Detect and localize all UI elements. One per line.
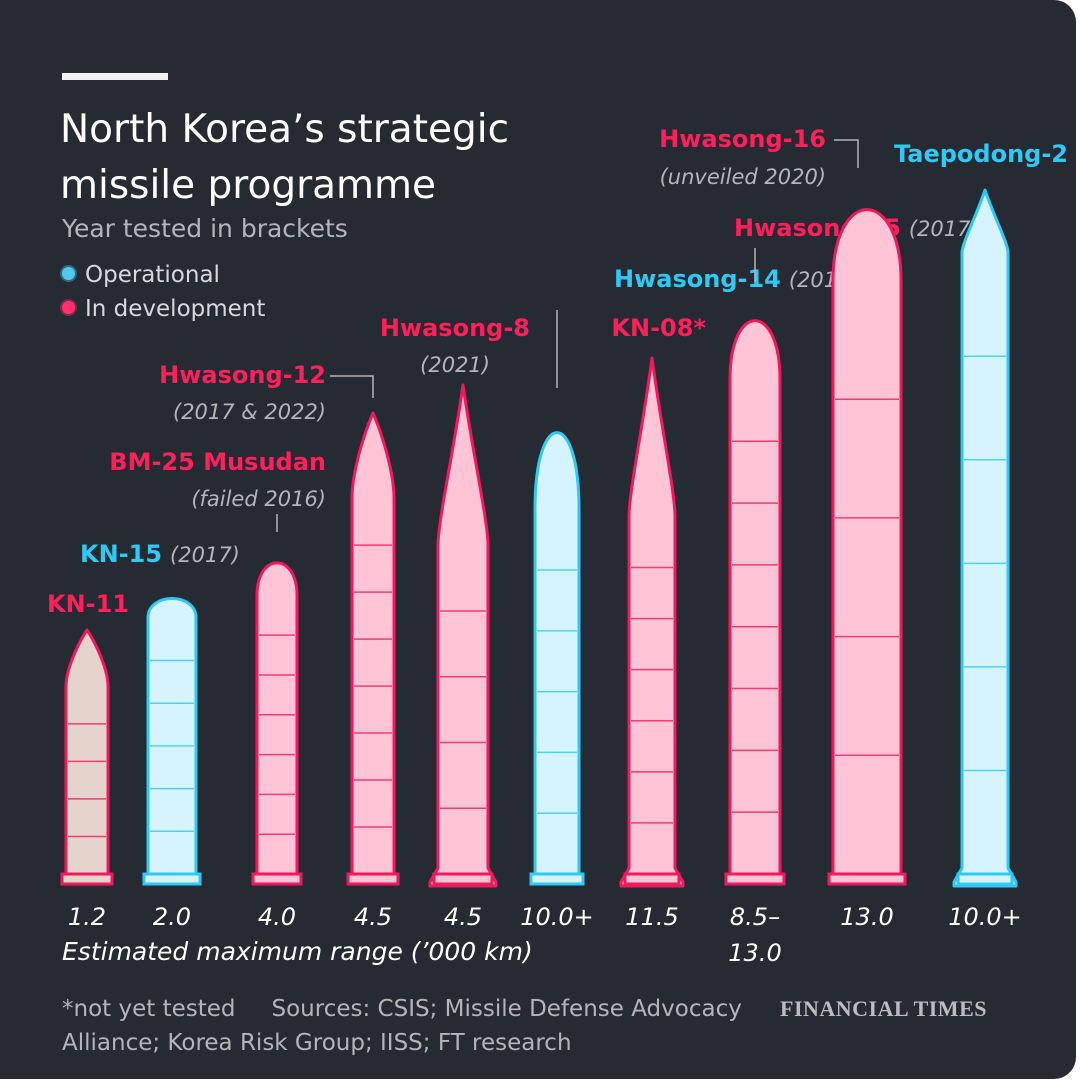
footnote: *not yet tested Sources: CSIS; Missile De… bbox=[62, 992, 782, 1060]
range-label-5: 10.0+ bbox=[520, 903, 594, 931]
range-label-9: 10.0+ bbox=[948, 903, 1022, 931]
missile-name-3: Hwasong-12 bbox=[159, 361, 326, 389]
missile-1-body bbox=[146, 596, 198, 878]
missile-2-base bbox=[251, 872, 303, 886]
missile-name-0: KN-11 bbox=[47, 590, 129, 618]
range-label-3: 4.5 bbox=[354, 903, 392, 931]
missile-0-base bbox=[60, 872, 114, 886]
missile-2-body bbox=[255, 561, 299, 878]
missile-4-body bbox=[428, 383, 498, 888]
footnote-note: *not yet tested bbox=[62, 996, 236, 1022]
missile-6-base bbox=[623, 872, 681, 886]
missile-3-body bbox=[350, 411, 396, 878]
range-label-4: 4.5 bbox=[444, 903, 482, 931]
legend-item-operational: Operational bbox=[62, 262, 220, 288]
missile-6-body bbox=[619, 356, 685, 888]
missile-7-base bbox=[724, 872, 786, 886]
chart-title: North Korea’s strategic missile programm… bbox=[60, 107, 510, 208]
missile-name-5: Hwasong-14 bbox=[614, 265, 781, 293]
missile-name-1: KN-15 bbox=[80, 540, 162, 568]
ft-logo: FINANCIAL TIMES bbox=[780, 996, 987, 1021]
missile-year-4: (2021) bbox=[420, 353, 490, 377]
missile-year-8: (unveiled 2020) bbox=[660, 165, 826, 189]
title-accent-bar bbox=[62, 73, 168, 80]
range-label-8: 13.0 bbox=[840, 903, 893, 931]
range-label-0: 1.2 bbox=[68, 903, 106, 931]
legend-label-development: In development bbox=[85, 296, 266, 322]
development-dot-icon bbox=[62, 301, 75, 314]
missile-7-body bbox=[728, 319, 782, 878]
missile-year-3: (2017 & 2022) bbox=[173, 400, 326, 424]
missile-8-base bbox=[827, 872, 907, 886]
range-label-1: 2.0 bbox=[153, 903, 191, 931]
missile-name-2: BM-25 Musudan bbox=[109, 448, 326, 476]
missile-chart: KN-11 1.2 KN-15 (2017) 2.0 BM-25 Musudan (fail… bbox=[47, 125, 1068, 967]
x-axis-label: Estimated maximum range (’000 km) bbox=[62, 937, 533, 966]
range-label-7-b: 13.0 bbox=[728, 939, 781, 967]
range-label-7-a: 8.5– bbox=[730, 903, 780, 931]
missile-1-base bbox=[142, 872, 202, 886]
missile-4-base bbox=[432, 872, 494, 886]
chart-subtitle: Year tested in brackets bbox=[62, 214, 348, 243]
footnote-sources: Sources: CSIS; Missile Defense Advocacy … bbox=[62, 996, 742, 1056]
missile-8-body bbox=[831, 208, 903, 878]
missile-5-body bbox=[533, 431, 581, 878]
missile-year-2: (failed 2016) bbox=[191, 487, 326, 511]
missile-5-base bbox=[529, 872, 585, 886]
missile-name-8: Hwasong-16 bbox=[659, 125, 826, 153]
missile-name-6: KN-08* bbox=[611, 314, 706, 342]
operational-dot-icon bbox=[62, 267, 75, 280]
missile-3-base bbox=[346, 872, 400, 886]
missile-9-base bbox=[956, 872, 1014, 886]
missile-9-body bbox=[952, 188, 1018, 888]
missile-name-9: Taepodong-2 bbox=[894, 140, 1068, 168]
missile-year-1: (2017) bbox=[170, 543, 240, 567]
range-label-2: 4.0 bbox=[258, 903, 296, 931]
range-label-6: 11.5 bbox=[625, 903, 678, 931]
legend-item-development: In development bbox=[62, 296, 265, 322]
leader-line-1 bbox=[330, 375, 374, 398]
legend-label-operational: Operational bbox=[85, 262, 220, 288]
leader-line-4 bbox=[834, 139, 859, 168]
missile-name-4: Hwasong-8 bbox=[380, 314, 530, 342]
missile-0-body bbox=[64, 628, 110, 878]
